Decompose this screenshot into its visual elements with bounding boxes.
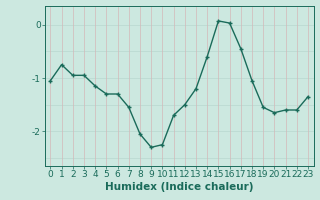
- X-axis label: Humidex (Indice chaleur): Humidex (Indice chaleur): [105, 182, 253, 192]
